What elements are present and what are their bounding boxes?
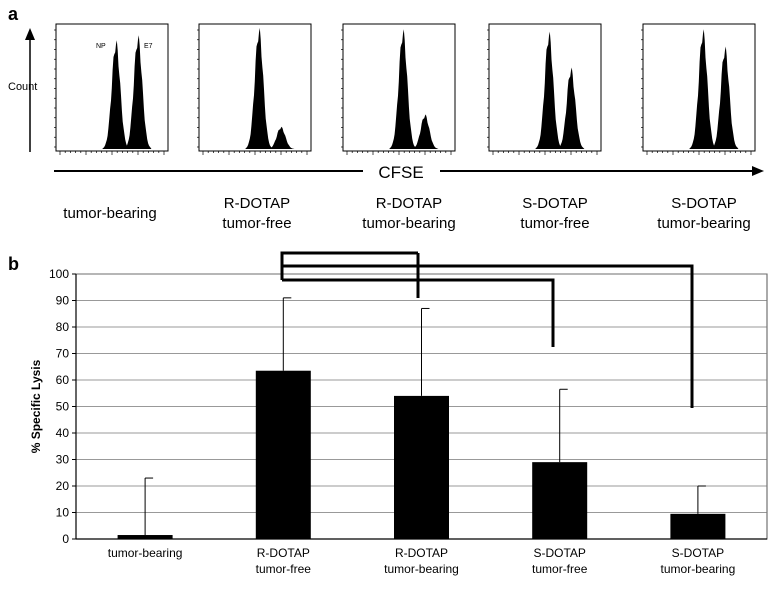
histogram-peak — [102, 40, 130, 149]
histogram-3 — [341, 23, 456, 155]
histogram-peak — [267, 126, 295, 149]
histogram-group: NP E7 — [25, 23, 756, 155]
y-tick-label: 60 — [56, 373, 70, 387]
peak-label-np: NP — [96, 43, 106, 50]
panel-b-letter: b — [8, 254, 19, 274]
panel-a-group-label: tumor-free — [222, 215, 291, 232]
panel-a-group-label: tumor-bearing — [657, 215, 750, 232]
panel-a-group-label: R-DOTAP — [376, 195, 442, 212]
y-tick-label: 10 — [56, 506, 70, 520]
panel-a-group-label: tumor-free — [520, 215, 589, 232]
bar — [670, 513, 726, 539]
histogram-peak — [689, 29, 717, 150]
count-axis-label: Count — [8, 81, 37, 93]
x-category-label: tumor-free — [532, 562, 588, 576]
bar-chart: 0 10 20 30 40 50 60 70 80 90 100 % Specific Lysis tu… — [29, 251, 768, 576]
count-axis-arrowhead — [25, 28, 35, 40]
comparison-bracket — [280, 264, 694, 408]
panel-a-group-label: R-DOTAP — [224, 195, 290, 212]
comparison-bracket — [280, 251, 418, 266]
histogram-4 — [487, 23, 602, 155]
y-tick-label: 70 — [56, 347, 70, 361]
cfse-axis-label: CFSE — [378, 163, 423, 182]
panel-a-group-label: S-DOTAP — [522, 195, 588, 212]
peak-label-e7: E7 — [144, 43, 153, 50]
panel-a: a Count NP E7 CFSE tumor-bearingR-DOTAPtu… — [8, 4, 764, 232]
histogram-peak — [389, 29, 417, 150]
y-tick-label: 20 — [56, 479, 70, 493]
histogram-peak — [245, 27, 273, 149]
histogram-peak — [711, 46, 739, 149]
comparison-bracket — [282, 278, 555, 347]
histogram-5 — [641, 23, 756, 155]
panel-a-group-label: tumor-bearing — [362, 215, 455, 232]
x-category-label: S-DOTAP — [533, 546, 585, 560]
x-category-label: tumor-bearing — [384, 562, 459, 576]
x-category-label: R-DOTAP — [395, 546, 448, 560]
y-tick-label: 30 — [56, 453, 70, 467]
y-tick-label: 80 — [56, 320, 70, 334]
bar — [255, 370, 311, 539]
panel-b: b 0 10 20 30 40 50 60 70 80 90 100 % Specific Lysis… — [8, 251, 768, 576]
panel-a-letter: a — [8, 4, 19, 24]
x-category-label: tumor-free — [256, 562, 312, 576]
histogram-peak — [411, 114, 439, 149]
y-axis-label: % Specific Lysis — [29, 359, 43, 453]
cfse-axis: CFSE — [54, 163, 764, 182]
panel-a-group-label: tumor-bearing — [63, 205, 156, 222]
y-tick-label: 0 — [62, 532, 69, 546]
bar — [532, 462, 588, 539]
bar — [394, 395, 449, 539]
y-tick-label: 100 — [49, 267, 69, 281]
y-tick-label: 90 — [56, 294, 70, 308]
panel-a-group-labels: tumor-bearing R-DOTAP tumor-free R-DOTAP tum… — [63, 195, 750, 232]
histogram-peak — [557, 67, 585, 149]
histogram-peak — [124, 35, 152, 149]
histogram-1: NP E7 — [54, 23, 169, 155]
histogram-peak — [535, 31, 563, 150]
panel-a-group-label: S-DOTAP — [671, 195, 737, 212]
x-category-label: tumor-bearing — [661, 562, 736, 576]
histogram-2 — [197, 23, 312, 155]
x-category-label: R-DOTAP — [257, 546, 310, 560]
bar — [117, 535, 173, 539]
y-tick-label: 50 — [56, 400, 70, 414]
y-tick-label: 40 — [56, 426, 70, 440]
cfse-arrowhead — [752, 166, 764, 176]
x-category-label: tumor-bearing — [108, 546, 183, 560]
x-category-label: S-DOTAP — [672, 546, 724, 560]
